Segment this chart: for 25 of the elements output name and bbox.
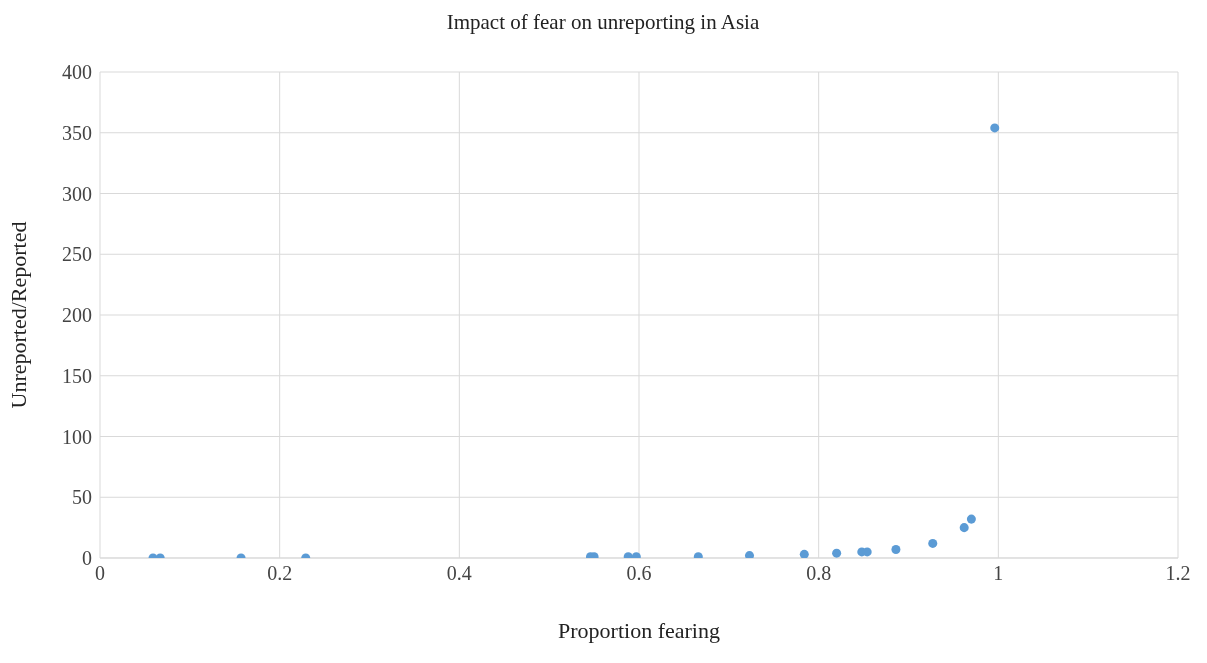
chart-title: Impact of fear on unreporting in Asia: [445, 9, 761, 36]
y-tick-label: 150: [62, 364, 92, 387]
y-tick-label: 50: [72, 486, 92, 509]
point: [928, 538, 938, 548]
point: [891, 544, 901, 554]
y-tick-label: 100: [62, 425, 92, 448]
x-tick-label: 0.8: [806, 562, 832, 585]
point: [990, 123, 1000, 133]
x-tick-label: 0.4: [446, 562, 472, 585]
y-tick-label: 350: [62, 121, 92, 144]
y-tick-label: 250: [62, 243, 92, 266]
point: [966, 514, 976, 524]
point: [959, 523, 969, 533]
point: [799, 549, 809, 558]
y-axis-title: Unreported/Reported: [5, 221, 31, 409]
x-tick-label: 0.6: [626, 562, 652, 585]
y-tick-label: 300: [62, 182, 92, 205]
y-tick-label: 200: [62, 304, 92, 327]
x-tick-label: 1.2: [1165, 562, 1191, 585]
x-axis-title: Proportion fearing: [558, 618, 720, 643]
y-tick-label: 400: [62, 61, 92, 84]
x-tick-label: 0.2: [267, 562, 293, 585]
point: [832, 548, 842, 558]
x-tick-label: 1: [993, 562, 1004, 585]
y-tick-label: 0: [82, 547, 92, 570]
